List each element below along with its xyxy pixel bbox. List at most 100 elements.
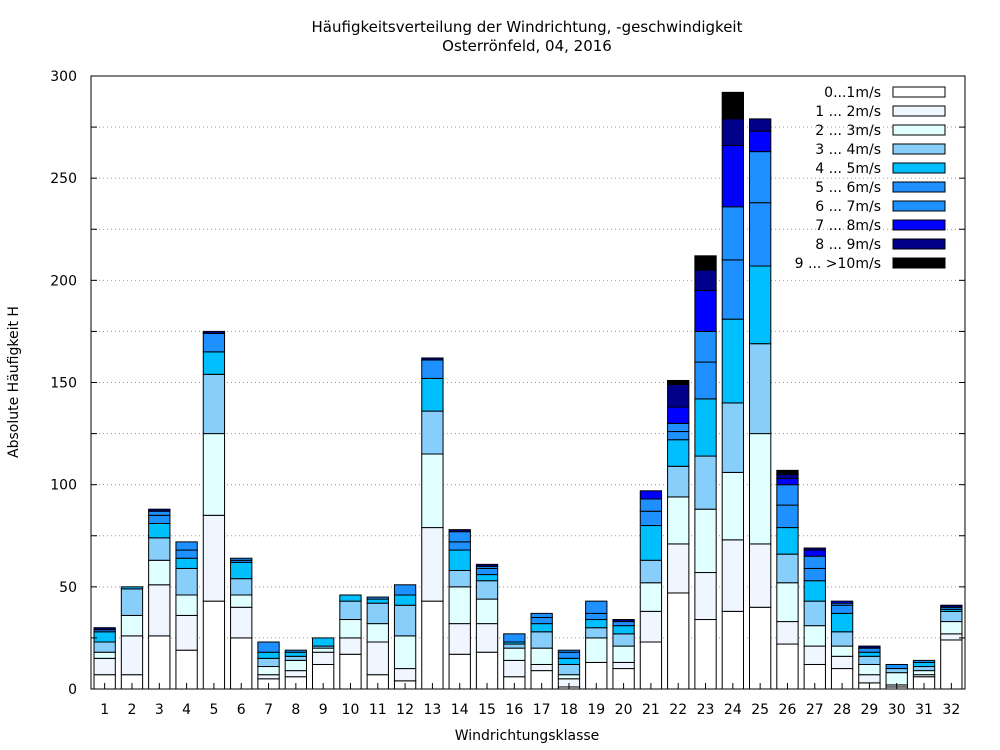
- bar-segment: [639, 610, 663, 643]
- legend-label: 0...1m/s: [824, 85, 881, 101]
- y-tick-label: 200: [50, 273, 77, 289]
- bar-segment: [339, 619, 362, 639]
- bar-segment: [503, 633, 526, 643]
- bar-segment: [749, 606, 772, 690]
- legend-swatch: [892, 257, 946, 269]
- bar-segment: [721, 610, 744, 690]
- x-axis-label: Windrichtungsklasse: [455, 728, 600, 744]
- bar-segment: [503, 643, 526, 649]
- x-tick-label: 27: [806, 702, 824, 718]
- bar-segment: [776, 504, 799, 529]
- bar-segment: [175, 549, 198, 559]
- bar-segment: [830, 600, 854, 604]
- bar-segment: [940, 604, 963, 608]
- bar-segment: [694, 255, 717, 271]
- bar-segment: [557, 651, 581, 659]
- bar-segment: [202, 330, 226, 334]
- bar-segment: [749, 265, 772, 345]
- bar-segment: [667, 384, 690, 408]
- bar-segment: [721, 118, 744, 146]
- x-tick-label: 25: [751, 702, 769, 718]
- bar-segment: [776, 643, 799, 690]
- bar-segment: [667, 406, 690, 424]
- bar-segment: [776, 478, 799, 486]
- bar-segment: [393, 604, 417, 637]
- bar-segment: [694, 398, 717, 457]
- bar-segment: [339, 594, 362, 602]
- bar-segment: [858, 651, 881, 657]
- bar-segment: [421, 453, 444, 529]
- bar-segment: [393, 594, 417, 606]
- y-tick-label: 150: [50, 376, 77, 392]
- bar-segment: [148, 635, 171, 690]
- bar-segment: [503, 647, 526, 661]
- x-tick-label: 10: [342, 702, 360, 718]
- x-tick-label: 7: [264, 702, 273, 718]
- bar-segment: [803, 547, 826, 551]
- x-tick-label: 5: [209, 702, 218, 718]
- y-axis-label: Absolute Häufigkeit H: [6, 306, 22, 458]
- bar-segment: [776, 527, 799, 555]
- bar-segment: [721, 471, 744, 541]
- bar-segment: [202, 332, 226, 353]
- x-tick-label: 26: [779, 702, 797, 718]
- bar-segment: [694, 572, 717, 621]
- bar-segment: [667, 439, 690, 467]
- bar-segment: [257, 641, 280, 653]
- bar-segment: [421, 359, 444, 379]
- bar-segment: [475, 580, 499, 600]
- bar-segment: [912, 670, 936, 676]
- legend-swatch: [892, 105, 946, 117]
- bar-segment: [830, 631, 854, 647]
- bar-segment: [585, 637, 608, 663]
- bar-segment: [721, 259, 744, 320]
- x-tick-label: 15: [478, 702, 496, 718]
- bar-segment: [393, 668, 417, 682]
- bar-segment: [393, 584, 417, 596]
- bar-segment: [475, 598, 499, 625]
- bar-segment: [530, 616, 553, 625]
- bar-segment: [175, 594, 198, 616]
- bar-segment: [448, 549, 471, 571]
- bar-segment: [230, 578, 253, 596]
- bar-segment: [148, 508, 171, 512]
- bar-segment: [858, 645, 881, 649]
- bar-segment: [803, 580, 826, 602]
- bar-segment: [475, 563, 499, 567]
- bar-segment: [366, 623, 389, 643]
- legend-label: 7 ... 8m/s: [815, 218, 881, 234]
- bar-segment: [803, 567, 826, 582]
- bar-segment: [694, 330, 717, 363]
- bar-segment: [694, 619, 717, 690]
- bar-segment: [940, 621, 963, 635]
- bar-segment: [858, 674, 881, 684]
- bar-segment: [912, 659, 936, 663]
- bar-segment: [503, 659, 526, 678]
- bar-segment: [639, 559, 663, 584]
- bar-segment: [667, 431, 690, 441]
- bar-segment: [612, 625, 635, 635]
- legend-label: 6 ... 7m/s: [815, 199, 881, 215]
- bar-segment: [667, 465, 690, 498]
- bar-segment: [230, 637, 253, 690]
- bar-segment: [749, 118, 772, 132]
- bar-segment: [448, 586, 471, 625]
- bar-segment: [421, 600, 444, 690]
- y-tick-label: 0: [68, 682, 77, 698]
- bar-segment: [612, 661, 635, 670]
- bar-segment: [175, 567, 198, 596]
- bar-segment: [639, 490, 663, 500]
- bar-segment: [694, 361, 717, 400]
- x-tick-label: 22: [669, 702, 687, 718]
- bar-segment: [120, 635, 144, 676]
- bar-segment: [803, 555, 826, 569]
- bar-segment: [639, 510, 663, 527]
- bar-segment: [749, 130, 772, 153]
- bar-segment: [421, 377, 444, 412]
- bar-segment: [803, 625, 826, 647]
- bar-segment: [148, 584, 171, 637]
- x-tick-label: 3: [155, 702, 164, 718]
- bar-segment: [830, 612, 854, 633]
- bar-segment: [312, 651, 335, 665]
